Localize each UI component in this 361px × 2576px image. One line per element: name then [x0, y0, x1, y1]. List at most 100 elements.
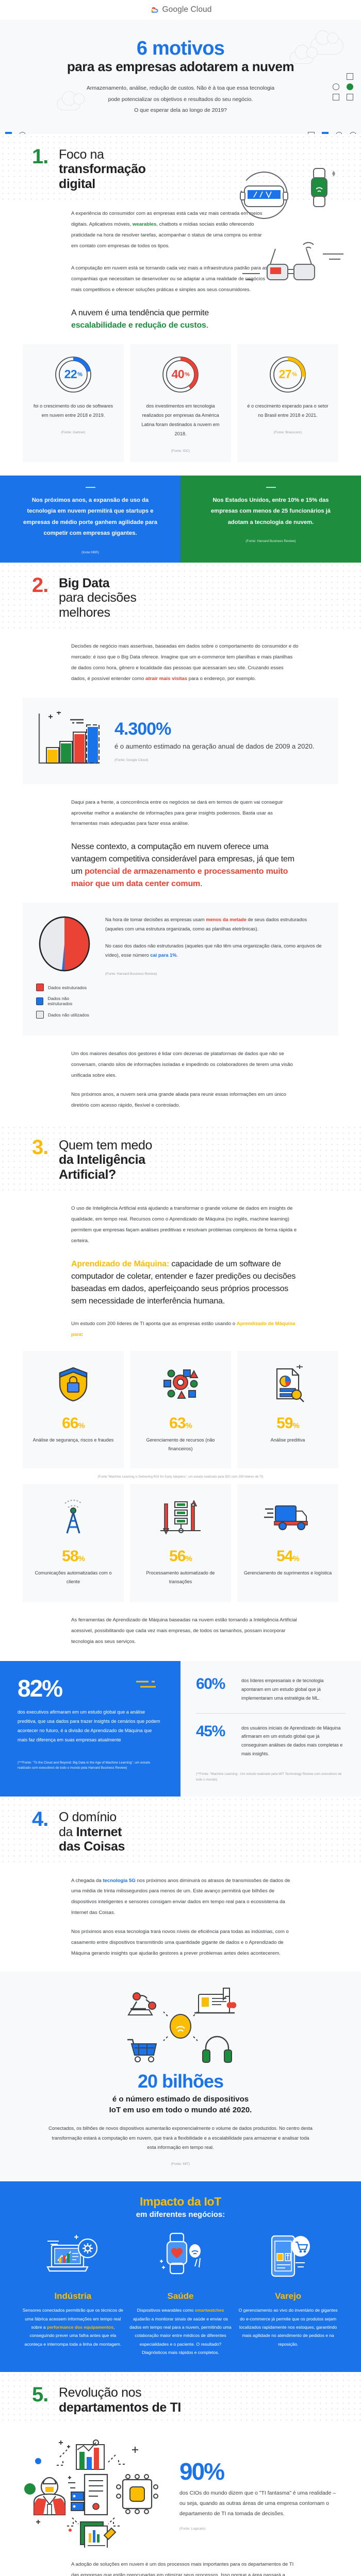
section-4-header-band: 4. O domínio da Internet das Coisas: [0, 1797, 361, 1865]
ml-use-card: 66% Análise de segurança, riscos e fraud…: [23, 1350, 124, 1469]
section-5-paragraph: A adoção de soluções em nuvem é um dos p…: [71, 2562, 294, 2576]
section-3-cards-row-1: 66% Análise de segurança, riscos e fraud…: [0, 1341, 361, 1469]
section-1-header-band: 1. Foco na transformação digital: [0, 133, 361, 202]
pie-p2-a: No caso dos dados não estruturados (aque…: [105, 943, 322, 958]
section-4-title-line2-bold: Internet: [76, 1824, 122, 1839]
section-4-paragraph: A chegada da tecnologia 5G nos próximos …: [71, 1876, 299, 1919]
iot-impact-columns: Indústria Sensores conectados permitirão…: [0, 2219, 361, 2357]
iot-impact-title: Impacto da IoT: [139, 2195, 222, 2209]
bar-chart-icon: [38, 710, 100, 764]
section-5-title-line2: departamentos de TI: [59, 2400, 181, 2415]
billions-text: Conectados, os bilhões de novos disposit…: [48, 2126, 313, 2150]
hero-title: 6 motivos: [136, 38, 225, 59]
ring-chart-icon: [162, 356, 199, 393]
section-5-title: Revolução nos departamentos de TI: [59, 2385, 181, 2415]
section-4-paragraph-2: Nos próximos anos essa tecnologia trará …: [71, 1929, 289, 1956]
google-cloud-mark-icon: [151, 7, 158, 13]
stat-card-text: é o crescimento esperado para o setor no…: [247, 403, 329, 418]
pie-paragraph-2: No caso dos dados não estruturados (aque…: [105, 943, 322, 958]
stat-card-source: (Fonte: Brasscom): [273, 430, 302, 434]
section-2-pie-text: Na hora de tomar decisões as empresas us…: [105, 915, 325, 1023]
pie-p1-b: de seus dados estruturados (aqueles com …: [105, 917, 307, 932]
section-3-text-column-2: As ferramentas de Aprendizado de Máquina…: [0, 1615, 361, 1648]
iot-column-name: Saúde: [167, 2291, 194, 2301]
s4-p-b: nos próximos anos diminuirá os atrasos d…: [71, 1877, 290, 1916]
hero-subtitle: para as empresas adotarem a nuvem: [67, 59, 294, 75]
billions-headline: é o número estimado de dispositivos IoT e…: [109, 2094, 252, 2114]
section-5-header-band: 5. Revolução nos departamentos de TI: [0, 2372, 361, 2426]
dash-decor-icon: [136, 1680, 160, 1693]
ml-use-card: 58% Comunicações automatizadas com o cli…: [23, 1484, 124, 1602]
stat-45-source: (**Fonte: "Machine Learning - Um estudo …: [196, 1772, 342, 1782]
card-value: 54%: [276, 1548, 300, 1565]
stat-82-source: (***Fonte: "To the Cloud and Beyond: Big…: [18, 1760, 151, 1770]
pie-p2-hl: cai para 1%: [150, 952, 177, 958]
section-2-number: 2.: [32, 573, 48, 597]
section-1-stat-cards: 22% foi o crescimento do uso de software…: [0, 332, 361, 462]
card-value: 56%: [169, 1548, 192, 1565]
pie-p1-hl: menos da metade: [206, 917, 247, 923]
billions-source: (Fonte: MIT): [171, 2162, 190, 2166]
report-search-icon: [243, 1364, 332, 1404]
section-3-paragraph: O uso de Inteligência Artificial está aj…: [71, 1206, 297, 1244]
section-3-cards-source: (Fonte:"Machine Learning is Delivering R…: [97, 1475, 264, 1479]
s4-p-hl: tecnologia 5G: [103, 1877, 136, 1884]
delivery-truck-icon: [243, 1497, 332, 1537]
section-2-body: Decisões de negócio mais assertivas, bas…: [0, 630, 361, 1111]
antenna-tower-icon: [29, 1497, 118, 1537]
section-1-text-column-2: A computação em nuvem está se tornando c…: [0, 263, 361, 332]
card-value: 63%: [169, 1414, 192, 1432]
section-1-illustration: [233, 163, 352, 295]
section-4-text-column: A chegada da tecnologia 5G nos próximos …: [0, 1876, 361, 1959]
section-1-heading: 1. Foco na transformação digital: [0, 134, 361, 202]
iot-column-health: Saúde Dispositivos wearables como smartw…: [128, 2232, 233, 2357]
pie-paragraph-1: Na hora de tomar decisões as empresas us…: [105, 915, 325, 934]
stat-unit: %: [292, 371, 297, 378]
section-2-paragraph: Decisões de negócio mais assertivas, bas…: [71, 643, 299, 682]
progress-ring: 22%: [54, 355, 92, 394]
vr-watch-glasses-icon: [240, 168, 343, 281]
stat-card-text: dos investimentos em tecnologia realizad…: [141, 403, 220, 436]
legend-label: Dados não utilizados: [48, 1012, 89, 1018]
legend-item: Dados não estruturados: [36, 996, 93, 1006]
hero-paragraph-1: Armazenamento, análise, redução de custo…: [86, 85, 275, 92]
banner-green: Nos Estados Unidos, entre 10% e 15% das …: [180, 475, 361, 563]
card-label: Processamento automatizado de transações: [146, 1570, 215, 1585]
stat-card: 22% foi o crescimento do uso de software…: [23, 344, 124, 462]
stat-number: 40: [171, 367, 185, 381]
section-3-stats-split: 82% dos executivos afirmaram em um estud…: [0, 1660, 361, 1797]
section-4-title-line2-plain: da: [59, 1824, 76, 1839]
phone-cart-icon: [236, 2232, 340, 2280]
section-2-paragraph-2: Daqui para a frente, a concorrência entr…: [71, 799, 283, 827]
section-3-body: O uso de Inteligência Artificial está aj…: [0, 1192, 361, 1797]
section-5-stat-90: 90% dos CIOs do mundo dizem que o "TI fa…: [0, 2431, 361, 2550]
legend-item: Dados não utilizados: [36, 1011, 93, 1019]
section-4-heading: 4. O domínio da Internet das Coisas: [0, 1797, 361, 1865]
progress-ring: 40%: [161, 355, 200, 394]
section-5-title-line1: Revolução nos: [59, 2385, 142, 2400]
header-logo-bar: Google Cloud: [0, 0, 361, 20]
stat-82-number: 82%: [18, 1674, 63, 1702]
section-2-paragraph-4: Nos próximos anos, a nuvem será uma gran…: [71, 1092, 287, 1108]
section-1-number: 1.: [32, 145, 48, 168]
section-1-text-column: A experiência do consumidor com as empre…: [0, 209, 361, 252]
data-transfer-icon: [136, 1497, 225, 1537]
section-2-title: Big Data para decisões melhores: [59, 576, 137, 620]
google-cloud-logo: Google Cloud: [150, 5, 212, 15]
iot-cluster-icon: [127, 1987, 237, 2063]
section-3-title: Quem tem medo da Inteligência Artificial…: [59, 1138, 152, 1182]
stat-number: 22: [64, 367, 77, 381]
legend-label: Dados não estruturados: [47, 996, 73, 1007]
section-1-lead: A nuvem é uma tendência que permite escal…: [71, 308, 209, 330]
stat-card-source: (Fonte: Gartner): [61, 430, 86, 434]
section-1-highlight: wearables: [132, 222, 157, 228]
divider: [196, 1713, 346, 1714]
hero-paragraph-3: O que esperar dela ao longo de 2019?: [134, 107, 227, 114]
section-3-text-column: O uso de Inteligência Artificial está aj…: [0, 1204, 361, 1340]
it-cluster-icon: [24, 2439, 158, 2550]
divider: [266, 486, 276, 488]
pie-p1-a: Na hora de tomar decisões as empresas us…: [105, 917, 206, 923]
section-1-title-line1: Foco na: [59, 147, 104, 162]
ring-chart-icon: [270, 356, 306, 393]
stat-card: 27% é o crescimento esperado para o seto…: [237, 344, 338, 462]
